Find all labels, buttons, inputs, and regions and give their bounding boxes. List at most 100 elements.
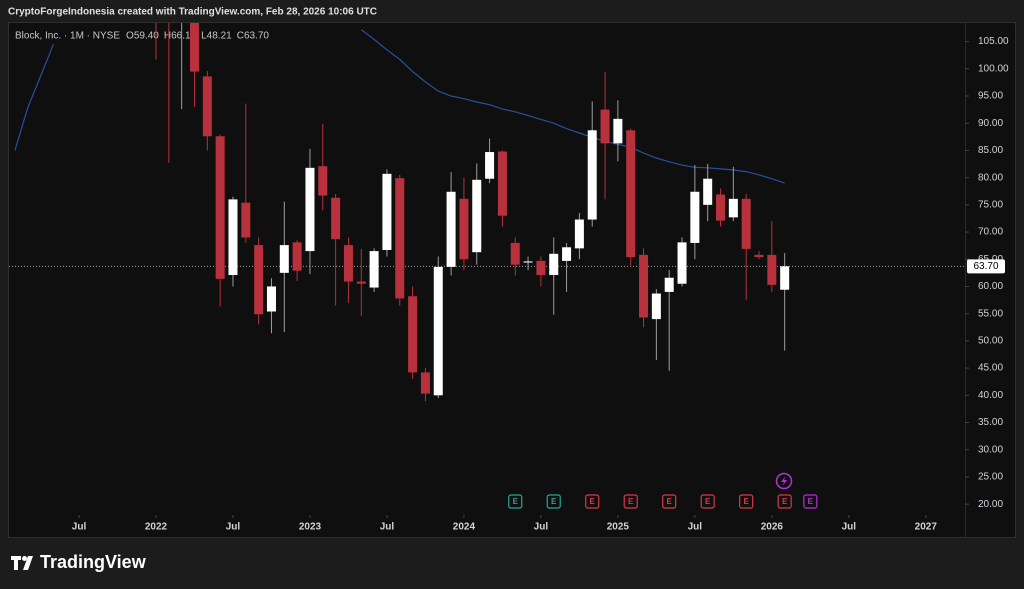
x-tick-label: 2026: [761, 522, 784, 533]
candle-body: [716, 194, 726, 221]
ohlc-key: O: [126, 31, 134, 42]
moving-average-line: [14, 29, 785, 184]
x-tick-label: 2022: [145, 522, 168, 533]
y-tick-label: 90.00: [978, 118, 1003, 129]
logo: TradingView: [11, 552, 147, 572]
candle-body: [305, 167, 315, 252]
candle-body: [651, 293, 661, 320]
x-tick-label: 2025: [607, 522, 630, 533]
logo-slash: [23, 556, 33, 570]
y-tick-label: 85.00: [978, 145, 1003, 156]
chart-pane: [8, 22, 1016, 538]
x-tick-label: 2023: [299, 522, 322, 533]
event-label: E: [744, 497, 750, 506]
event-label: E: [705, 497, 711, 506]
ohlc-key: H: [164, 31, 171, 42]
x-tick-label: Jul: [842, 522, 857, 533]
candle-body: [292, 242, 302, 271]
event-badge[interactable]: [700, 494, 715, 509]
y-tick-label: 105.00: [978, 36, 1009, 47]
event-badge[interactable]: [585, 494, 600, 509]
ohlc-value: 66.12: [171, 31, 196, 42]
event-badge[interactable]: [803, 494, 818, 509]
x-tick-label: Jul: [226, 522, 241, 533]
candle-body: [459, 198, 469, 260]
x-tick-label: Jul: [380, 522, 395, 533]
event-label: E: [667, 497, 673, 506]
candle-body: [613, 118, 623, 144]
ohlc-key: C: [237, 31, 244, 42]
y-tick-label: 75.00: [978, 199, 1003, 210]
last-price-box: [967, 259, 1005, 274]
symbol: Block, Inc. · 1M · NYSE: [15, 31, 120, 42]
candle-body: [703, 178, 713, 205]
event-label: E: [628, 497, 634, 506]
candle-body: [446, 191, 456, 267]
logo-mark: [11, 556, 21, 570]
candle-body: [395, 178, 405, 299]
caption: CryptoForgeIndonesia created with Tradin…: [8, 7, 377, 18]
x-tick-label: Jul: [688, 522, 703, 533]
candle-body: [523, 261, 533, 263]
candle-body: [741, 198, 751, 249]
x-tick-label: 2024: [453, 522, 476, 533]
candle-body: [600, 109, 610, 144]
candle-body: [266, 286, 276, 312]
ohlc-key: L: [201, 31, 207, 42]
event-badge[interactable]: [739, 494, 754, 509]
candle-body: [574, 219, 584, 249]
lightning-icon: [781, 476, 787, 486]
y-tick-label: 50.00: [978, 336, 1003, 347]
candle-body: [485, 152, 495, 179]
candle-body: [331, 197, 341, 240]
candle-body: [228, 199, 238, 276]
y-tick-label: 80.00: [978, 172, 1003, 183]
candle-body: [369, 251, 379, 288]
candle-body: [626, 130, 636, 258]
last-price-label: 63.70: [973, 261, 998, 272]
y-tick-label: 45.00: [978, 363, 1003, 374]
candle-body: [639, 254, 649, 318]
candle-body: [549, 253, 559, 276]
event-label: E: [551, 497, 557, 506]
candle-body: [754, 254, 764, 258]
candle-body: [202, 76, 212, 137]
event-label: E: [808, 497, 814, 506]
candle-body: [536, 260, 546, 276]
y-tick-label: 20.00: [978, 499, 1003, 510]
event-badge[interactable]: [777, 494, 792, 509]
candle-body: [241, 202, 251, 238]
event-badge[interactable]: [546, 494, 561, 509]
x-tick-label: Jul: [72, 522, 87, 533]
candle-body: [767, 254, 777, 285]
y-tick-label: 95.00: [978, 91, 1003, 102]
ohlc-value: 63.70: [244, 31, 269, 42]
x-tick-label: Jul: [534, 522, 549, 533]
y-tick-label: 30.00: [978, 444, 1003, 455]
x-tick-label: 2027: [915, 522, 938, 533]
candle-body: [356, 281, 366, 284]
candle-body: [215, 136, 225, 279]
logo-text: TradingView: [40, 552, 147, 572]
event-badge[interactable]: [662, 494, 677, 509]
candle-body: [343, 245, 353, 282]
logo-dot: [22, 556, 27, 561]
y-tick-label: 70.00: [978, 227, 1003, 238]
candle-body: [189, 23, 199, 72]
axes: 20.00 25.00 30.00 35.00 40.00 45.00 50.00 55.00…: [72, 36, 1009, 532]
y-tick-label: 55.00: [978, 308, 1003, 319]
candle-body: [497, 151, 507, 216]
candle-body: [728, 198, 738, 218]
candle-body: [318, 166, 328, 196]
candle-body: [780, 266, 790, 290]
candle-body: [690, 191, 700, 243]
ohlc-value: 48.21: [207, 31, 232, 42]
legend: Block, Inc. · 1M · NYSE O 59.40 H 66.12 L 48.…: [15, 31, 269, 42]
candle-body: [408, 296, 418, 373]
candle-body: [510, 242, 520, 265]
event-label: E: [513, 497, 519, 506]
dividend-icon[interactable]: [775, 472, 793, 490]
event-badge[interactable]: [508, 494, 523, 509]
event-badge[interactable]: [623, 494, 638, 509]
